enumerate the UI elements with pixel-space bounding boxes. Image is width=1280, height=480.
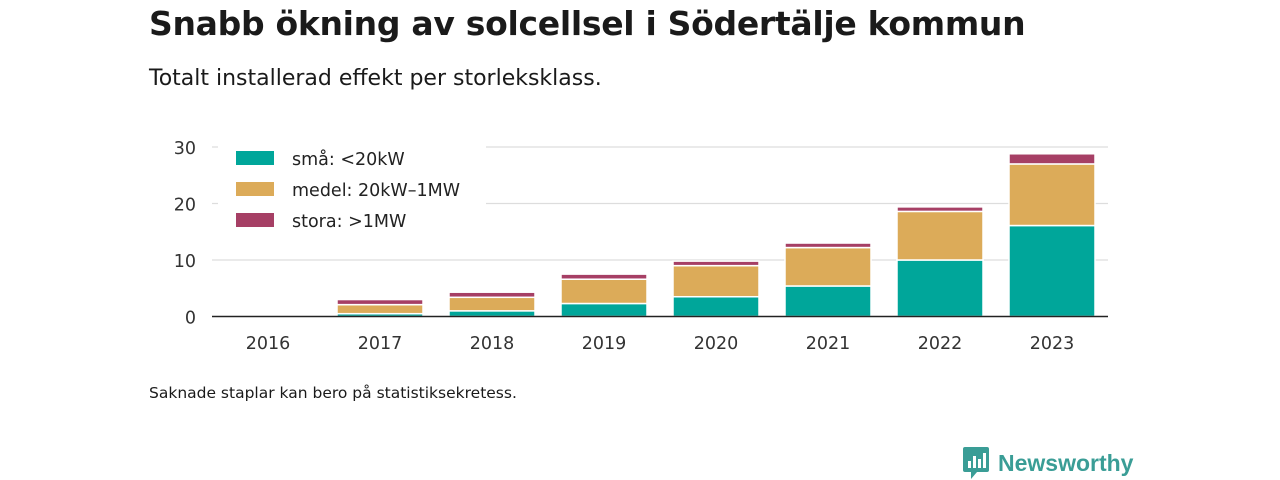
bar-2017-series-3 [336,298,424,306]
y-tick-label: 30 [174,139,196,159]
bar-2021-series-3 [784,242,872,249]
bar-2018-series-1 [448,310,536,318]
bar-2021-series-1 [784,285,872,318]
y-tick-label: 0 [185,309,196,329]
bar-2023-series-1 [1008,224,1096,318]
newsworthy-logo-icon [963,447,989,479]
brand-name: Newsworthy [998,449,1134,476]
x-tick-label: 2016 [246,334,291,354]
x-tick-label: 2017 [358,334,403,354]
x-tick-label: 2021 [806,334,851,354]
bar-2021-series-2 [784,246,872,287]
x-tick-label: 2019 [582,334,627,354]
chart-title: Snabb ökning av solcellsel i Södertälje … [149,4,1026,43]
x-tick-label: 2023 [1030,334,1075,354]
legend: små: <20kW medel: 20kW–1MW stora: >1MW [218,138,486,238]
bar-2019-series-2 [560,278,648,305]
bar-2022-series-3 [896,206,984,213]
legend-swatch-2 [236,182,274,196]
bar-2020-series-2 [672,264,760,298]
y-tick-label: 10 [174,252,196,272]
x-tick-label: 2020 [694,334,739,354]
bar-2023-series-3 [1008,153,1096,165]
legend-label-2: medel: 20kW–1MW [292,181,460,201]
bar-2018-series-3 [448,291,536,299]
bar-2019-series-3 [560,273,648,280]
legend-label-3: stora: >1MW [292,212,406,232]
bar-2022-series-2 [896,210,984,261]
bar-2017-series-2 [336,303,424,315]
bars [336,153,1096,318]
bar-2018-series-2 [448,296,536,312]
legend-swatch-3 [236,213,274,227]
bar-2023-series-2 [1008,163,1096,227]
bar-2019-series-1 [560,302,648,318]
bar-2022-series-1 [896,259,984,318]
stacked-bar-chart: 0 10 20 30 2016 2017 2018 2019 2020 2021 2022 2023… [174,138,1108,354]
y-tick-label: 20 [174,196,196,216]
bar-2020-series-3 [672,260,760,267]
chart-subtitle: Totalt installerad effekt per storlekskl… [149,66,602,91]
newsworthy-logo[interactable]: Newsworthy [962,446,1133,480]
bar-2020-series-1 [672,295,760,318]
x-axis: 2016 2017 2018 2019 2020 2021 2022 2023 [212,315,1108,354]
y-axis-ticks: 0 10 20 30 [174,139,196,329]
legend-swatch-1 [236,151,274,165]
x-tick-label: 2022 [918,334,963,354]
legend-label-1: små: <20kW [292,149,405,170]
x-tick-label: 2018 [470,334,515,354]
footnote: Saknade staplar kan bero på statistiksek… [149,384,517,402]
